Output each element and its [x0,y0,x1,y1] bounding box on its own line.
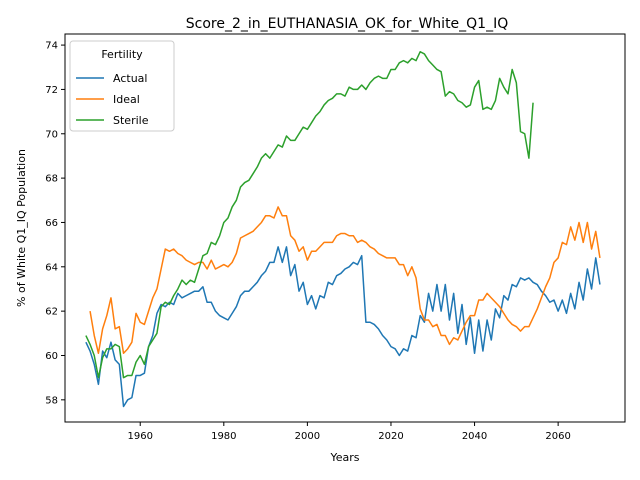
series-line-sterile [85,50,534,379]
axes-frame [64,33,626,423]
x-tick-label: 2060 [545,431,570,442]
y-tick-label: 68 [45,174,58,185]
y-axis-label: % of White Q1_IQ Population [15,149,28,307]
chart-title: Score_2_in_EUTHANASIA_OK_for_White_Q1_IQ [186,16,509,32]
series-line-ideal [89,206,601,355]
x-axis-label: Years [329,451,359,464]
y-axis: 58 60 62 64 66 68 70 72 74 [45,41,65,406]
x-tick-label: 2040 [462,431,487,442]
legend-label-actual: Actual [113,72,147,85]
y-tick-label: 70 [45,129,58,140]
legend-label-ideal: Ideal [113,93,140,106]
x-axis: 1960 1980 2000 2020 2040 2060 [127,422,571,442]
legend-title: Fertility [101,48,143,61]
legend-label-sterile: Sterile [113,114,149,127]
y-tick-label: 62 [45,307,58,318]
x-tick-label: 1960 [127,431,152,442]
y-tick-label: 66 [45,218,58,229]
y-tick-label: 72 [45,85,58,96]
x-tick-label: 1980 [211,431,236,442]
y-tick-label: 60 [45,351,58,362]
series-line-actual [85,246,601,408]
legend-box [69,40,175,132]
x-tick-label: 2000 [295,431,320,442]
y-tick-label: 64 [45,262,58,273]
y-tick-label: 74 [45,41,58,52]
y-tick-label: 58 [45,395,58,406]
plot-area [85,50,601,408]
x-tick-label: 2020 [378,431,403,442]
legend: Fertility Actual Ideal Sterile [69,40,175,132]
